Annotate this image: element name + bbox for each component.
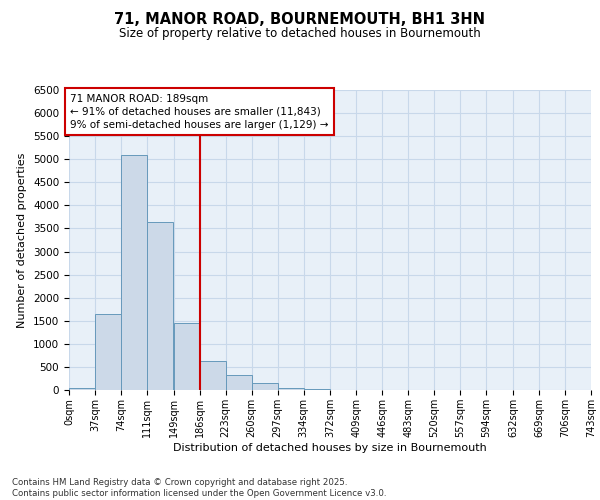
- Bar: [278, 388, 304, 390]
- Bar: [173, 323, 200, 390]
- Bar: [95, 314, 121, 390]
- Y-axis label: Number of detached properties: Number of detached properties: [17, 152, 28, 328]
- Text: Size of property relative to detached houses in Bournemouth: Size of property relative to detached ho…: [119, 28, 481, 40]
- X-axis label: Distribution of detached houses by size in Bournemouth: Distribution of detached houses by size …: [173, 442, 487, 452]
- Bar: [121, 154, 147, 390]
- Text: 71 MANOR ROAD: 189sqm
← 91% of detached houses are smaller (11,843)
9% of semi-d: 71 MANOR ROAD: 189sqm ← 91% of detached …: [70, 94, 329, 130]
- Bar: [147, 222, 173, 390]
- Bar: [304, 389, 329, 390]
- Bar: [200, 362, 226, 390]
- Text: Contains HM Land Registry data © Crown copyright and database right 2025.
Contai: Contains HM Land Registry data © Crown c…: [12, 478, 386, 498]
- Bar: [226, 375, 251, 390]
- Text: 71, MANOR ROAD, BOURNEMOUTH, BH1 3HN: 71, MANOR ROAD, BOURNEMOUTH, BH1 3HN: [115, 12, 485, 28]
- Bar: [251, 383, 278, 390]
- Bar: [69, 388, 95, 390]
